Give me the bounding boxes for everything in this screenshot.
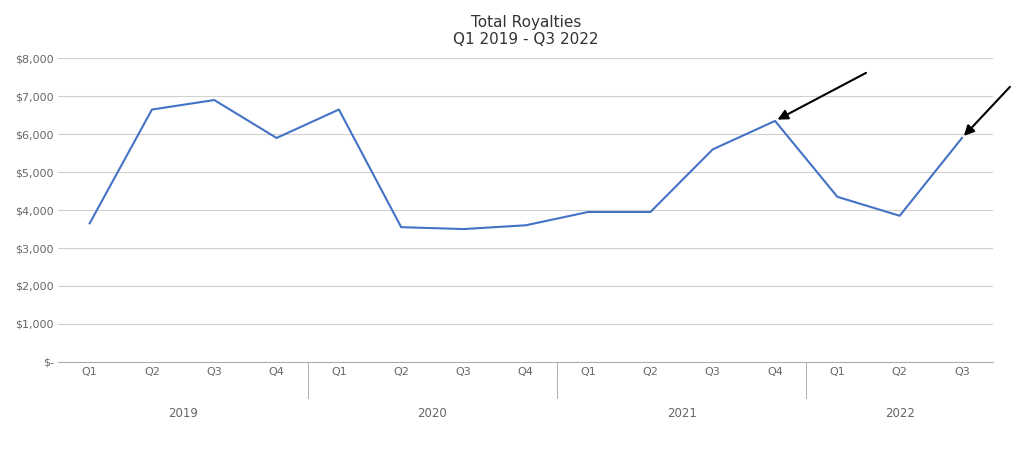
Text: 2021: 2021 xyxy=(667,407,696,420)
Text: 2019: 2019 xyxy=(168,407,198,420)
Text: 2022: 2022 xyxy=(885,407,914,420)
Title: Total Royalties
Q1 2019 - Q3 2022: Total Royalties Q1 2019 - Q3 2022 xyxy=(453,15,599,47)
Text: 2020: 2020 xyxy=(418,407,447,420)
